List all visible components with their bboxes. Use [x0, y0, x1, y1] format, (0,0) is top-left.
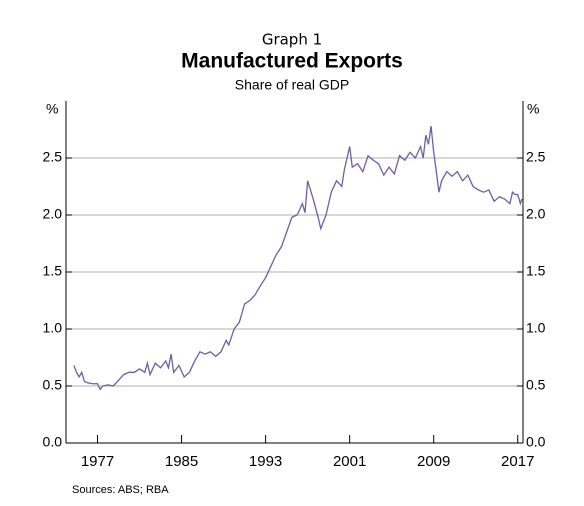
y-unit-right: % — [527, 101, 539, 117]
y2-tick-label: 2.5 — [526, 149, 546, 165]
y2-tick-label: 0.0 — [526, 434, 546, 450]
source-note: Sources: ABS; RBA — [72, 484, 169, 496]
y-tick-label: 1.0 — [43, 320, 63, 336]
y2-tick-label: 2.0 — [526, 206, 546, 222]
y-unit-left: % — [46, 101, 58, 117]
x-tick-label: 1977 — [81, 453, 114, 470]
x-tick-label: 1985 — [165, 453, 198, 470]
chart-subtitle: Share of real GDP — [235, 77, 349, 93]
x-tick-label: 2009 — [417, 453, 450, 470]
y2-tick-label: 1.5 — [526, 263, 546, 279]
x-tick-label: 2001 — [333, 453, 366, 470]
y2-tick-label: 1.0 — [526, 320, 546, 336]
y2-tick-label: 0.5 — [526, 377, 546, 393]
y-tick-label: 2.0 — [43, 206, 63, 222]
y-tick-label: 2.5 — [43, 149, 63, 165]
chart-title: Manufactured Exports — [181, 50, 403, 73]
y-tick-label: 0.5 — [43, 377, 63, 393]
y-tick-label: 0.0 — [43, 434, 63, 450]
data-line — [73, 125, 523, 391]
x-tick-label: 2017 — [501, 453, 534, 470]
graph-label: Graph 1 — [262, 31, 322, 49]
y-tick-label: 1.5 — [43, 263, 63, 279]
x-tick-label: 1993 — [249, 453, 282, 470]
